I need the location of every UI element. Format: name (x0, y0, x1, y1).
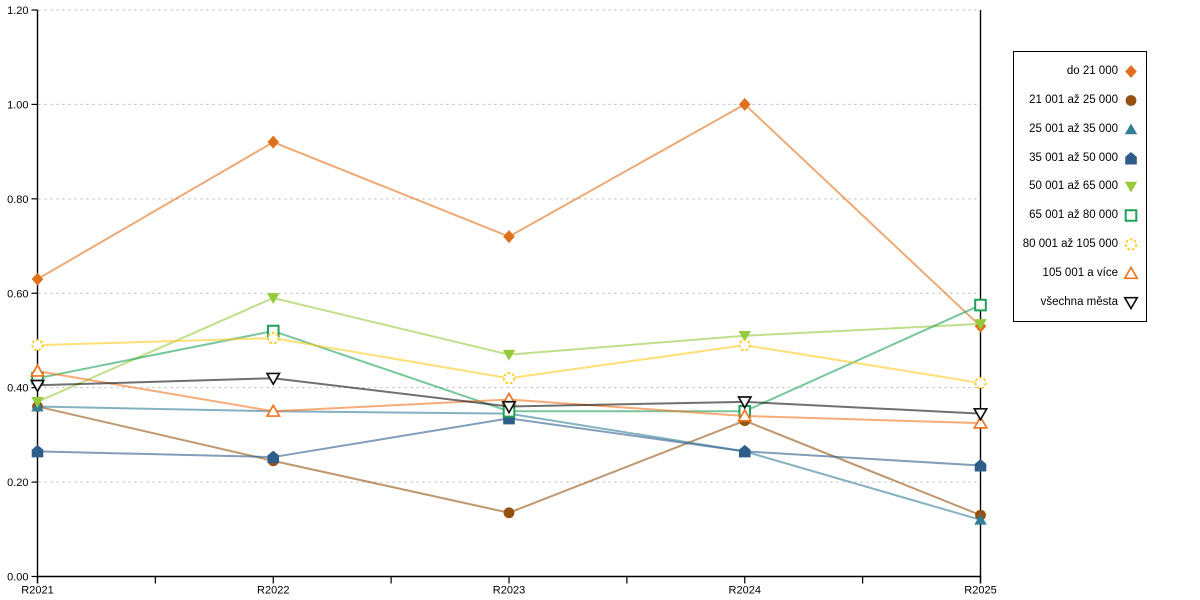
legend: do 21 000 21 001 až 25 000 25 001 až 35 00… (1013, 51, 1147, 322)
legend-marker-icon (1123, 265, 1139, 279)
diamond-marker-icon (267, 135, 280, 149)
triangle-down-open-marker-icon (737, 396, 753, 410)
legend-item: 21 001 až 25 000 (1018, 92, 1139, 108)
triangle-down-marker-icon (974, 319, 987, 330)
legend-item-label: 35 001 až 50 000 (1029, 151, 1118, 164)
pentagon-marker-icon (974, 459, 987, 472)
circle-marker-icon (503, 507, 515, 519)
legend-item: 50 001 až 65 000 (1018, 178, 1139, 194)
legend-marker-icon (1124, 123, 1138, 135)
legend-item: 65 001 až 80 000 (1018, 207, 1139, 223)
legend-item-label: všechna města (1040, 295, 1118, 308)
pentagon-marker-icon (1125, 151, 1137, 165)
legend-item-label: 50 001 až 65 000 (1029, 180, 1118, 193)
triangle-down-marker-icon (502, 349, 516, 361)
series-markers-4 (31, 411, 987, 472)
legend-marker-icon (1123, 296, 1139, 310)
series-markers-7 (31, 331, 987, 390)
legend-item: 25 001 až 35 000 (1018, 121, 1139, 137)
y-tick-label: 1.00 (7, 99, 28, 111)
legend-marker-icon (1125, 65, 1137, 79)
y-tick-label: 1.20 (7, 5, 28, 17)
diamond-marker-icon (503, 230, 515, 244)
legend-marker-icon (1125, 95, 1137, 107)
triangle-down-open-marker-icon (29, 379, 46, 394)
legend-item-label: 105 001 a více (1042, 266, 1118, 279)
triangle-up-open-marker-icon (1123, 265, 1139, 279)
x-tick-label: R2022 (257, 585, 289, 597)
circle-open-dashed-marker-icon (738, 339, 751, 352)
triangle-down-open-marker-icon (972, 407, 989, 422)
legend-item: 105 001 a více (1018, 265, 1139, 281)
x-tick-label: R2024 (729, 585, 761, 597)
triangle-up-marker-icon (1124, 123, 1138, 135)
circle-open-dashed-marker-icon (974, 376, 987, 390)
legend-item-label: 65 001 až 80 000 (1029, 209, 1118, 222)
triangle-up-open-marker-icon (972, 415, 989, 429)
diamond-marker-icon (1125, 65, 1137, 79)
triangle-down-marker-icon (1124, 182, 1138, 193)
legend-item-label: do 21 000 (1066, 65, 1118, 78)
legend-item: všechna města (1018, 294, 1139, 310)
series-markers-8 (29, 363, 989, 429)
x-tick-label: R2023 (493, 585, 525, 597)
triangle-down-marker-icon (738, 330, 751, 342)
legend-marker-icon (1124, 238, 1138, 251)
legend-item-label: 80 001 až 105 000 (1022, 237, 1118, 250)
diamond-marker-icon (738, 97, 751, 111)
legend-item-label: 25 001 až 35 000 (1029, 122, 1118, 135)
legend-item: 80 001 až 105 000 (1018, 236, 1139, 252)
y-tick-label: 0.00 (7, 572, 28, 584)
series-markers-9 (29, 372, 989, 422)
triangle-down-open-marker-icon (265, 372, 281, 386)
y-tick-label: 0.20 (7, 477, 28, 489)
pentagon-marker-icon (267, 450, 280, 464)
x-tick-label: R2025 (964, 585, 996, 597)
triangle-down-marker-icon (31, 397, 44, 408)
y-tick-label: 0.60 (7, 288, 28, 300)
triangle-up-open-marker-icon (29, 363, 46, 377)
legend-marker-icon (1124, 209, 1138, 223)
pentagon-marker-icon (738, 444, 751, 458)
circle-open-dashed-marker-icon (1124, 238, 1138, 251)
triangle-down-open-marker-icon (1123, 296, 1139, 310)
triangle-up-open-marker-icon (265, 403, 281, 417)
circle-marker-icon (1125, 95, 1137, 107)
legend-item-label: 21 001 až 25 000 (1029, 94, 1118, 107)
series-line-1 (36, 103, 982, 328)
circle-open-dashed-marker-icon (31, 339, 44, 352)
legend-item: do 21 000 (1018, 63, 1139, 79)
square-open-marker-icon (1124, 209, 1138, 223)
series-markers-1 (31, 97, 987, 333)
triangle-down-open-marker-icon (501, 400, 517, 415)
legend-marker-icon (1124, 182, 1138, 193)
triangle-up-marker-icon (974, 513, 987, 525)
y-tick-label: 0.40 (7, 383, 28, 395)
y-tick-label: 0.80 (7, 194, 28, 206)
x-tick-label: R2021 (21, 585, 53, 597)
circle-open-dashed-marker-icon (502, 372, 516, 385)
circle-open-dashed-marker-icon (267, 331, 280, 345)
diamond-marker-icon (31, 272, 44, 286)
triangle-down-marker-icon (267, 293, 280, 304)
legend-item: 35 001 až 50 000 (1018, 150, 1139, 166)
triangle-up-open-marker-icon (737, 408, 753, 422)
pentagon-marker-icon (31, 444, 44, 458)
legend-marker-icon (1125, 151, 1137, 165)
square-open-marker-icon (974, 298, 987, 312)
series-markers-5 (31, 293, 987, 408)
